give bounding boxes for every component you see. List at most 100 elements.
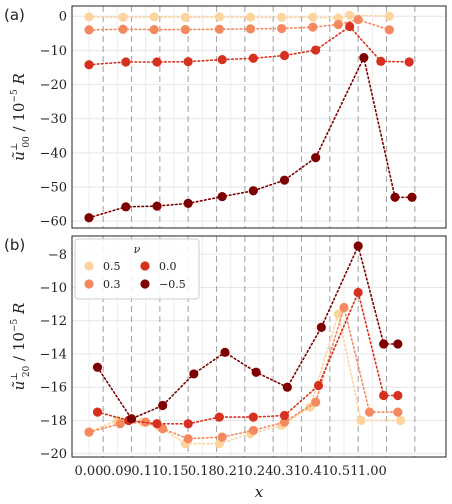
y-tick-label: −10 <box>40 281 67 296</box>
y-tick-label: −14 <box>40 347 67 362</box>
x-tick-label: 0.09 <box>103 464 132 479</box>
data-point <box>376 56 386 66</box>
data-point <box>353 241 363 251</box>
y-axis-title-part: R <box>10 303 28 319</box>
data-point <box>84 25 94 35</box>
series-line <box>96 289 399 425</box>
data-point <box>217 55 227 65</box>
data-point <box>217 191 227 202</box>
panel-b: −8 −10 −12 −14 −16 −18 −20 0.00 0.09 0.11 0.15 0.18… <box>4 235 447 501</box>
data-point <box>353 15 363 25</box>
y-tick-label: −18 <box>40 414 67 429</box>
data-point <box>183 57 193 67</box>
data-point <box>115 419 125 429</box>
legend-entry: −0.5 <box>159 278 186 291</box>
data-point <box>359 52 369 63</box>
y-axis-title-part: / 10 <box>10 103 28 137</box>
data-point <box>277 23 287 34</box>
data-point <box>277 12 287 22</box>
data-point <box>158 400 168 411</box>
data-point <box>84 12 94 22</box>
data-point <box>379 390 389 401</box>
x-tick-label: 0.41 <box>301 464 330 479</box>
y-axis-title-part: ũ <box>10 381 28 391</box>
y-tick-label: −30 <box>40 112 67 127</box>
legend-entry: 0.3 <box>103 278 121 291</box>
data-point <box>379 339 389 349</box>
data-point <box>248 425 258 436</box>
x-tick-label: 0.00 <box>75 464 104 479</box>
data-point <box>390 192 400 202</box>
data-point <box>345 10 355 20</box>
x-tick-label: 0.11 <box>131 464 160 479</box>
y-axis-title-part: ⊥ <box>10 372 20 380</box>
data-point <box>279 410 290 421</box>
data-point <box>183 434 193 444</box>
data-point <box>180 24 190 35</box>
panel-label: (a) <box>4 6 25 24</box>
panel-label: (b) <box>4 236 25 254</box>
y-axis-title-part: / 10 <box>10 332 28 366</box>
data-point <box>214 24 224 34</box>
data-point <box>183 198 193 209</box>
legend-entry: 0.0 <box>159 260 177 273</box>
y-tick-label: −8 <box>48 248 67 263</box>
data-point <box>308 22 318 32</box>
data-point <box>311 153 321 163</box>
data-point <box>279 50 290 61</box>
data-point <box>393 407 403 417</box>
data-point <box>407 192 417 202</box>
data-point <box>364 407 375 417</box>
data-point <box>92 407 103 417</box>
y-tick-label: −40 <box>40 146 67 161</box>
data-point <box>118 24 128 34</box>
data-point <box>152 419 162 429</box>
data-point <box>248 53 258 63</box>
data-point <box>311 45 321 55</box>
plot-frame <box>71 235 447 458</box>
data-point <box>220 347 230 357</box>
y-axis-title-part: R <box>10 73 28 89</box>
y-axis-title-part: 20 <box>22 365 32 377</box>
y-axis-title-part: ũ <box>10 151 28 161</box>
y-tick-label: −20 <box>40 78 67 93</box>
x-tick-label: 0.24 <box>245 464 274 479</box>
data-point <box>282 382 292 392</box>
data-point <box>316 322 326 332</box>
data-point <box>245 12 256 22</box>
data-point <box>308 12 318 22</box>
data-point <box>141 417 151 427</box>
data-point <box>84 213 94 223</box>
data-point <box>333 13 343 23</box>
y-tick-label: −12 <box>40 314 67 329</box>
y-tick-label: −20 <box>40 447 67 462</box>
data-point <box>149 24 159 35</box>
data-point <box>393 339 403 349</box>
data-point <box>396 415 406 426</box>
data-point <box>384 11 394 21</box>
x-tick-label: 1.00 <box>358 464 387 479</box>
data-point <box>333 19 343 30</box>
data-point <box>345 21 355 32</box>
x-tick-label: 0.31 <box>273 464 302 479</box>
data-point <box>248 186 258 196</box>
x-tick-label: 0.18 <box>188 464 217 479</box>
data-point <box>251 367 261 377</box>
x-tick-label: 0.21 <box>216 464 245 479</box>
y-tick-label: −10 <box>40 44 67 59</box>
legend-marker <box>140 261 150 271</box>
y-tick-label: −50 <box>40 181 67 196</box>
data-point <box>121 202 131 212</box>
data-point <box>217 432 227 442</box>
data-point <box>189 369 199 379</box>
series-line <box>88 304 399 440</box>
y-tick-label: 0 <box>59 10 67 25</box>
panel-a: 0 −10 −20 −30 −40 −50 −60 (a) ũ⊥ 00 / 10−5 R <box>4 5 447 230</box>
data-point <box>126 414 137 424</box>
y-axis-title-part: ⊥ <box>10 143 20 151</box>
data-point <box>118 12 128 22</box>
data-point <box>152 201 162 211</box>
data-point <box>183 419 193 429</box>
data-point <box>180 12 190 22</box>
